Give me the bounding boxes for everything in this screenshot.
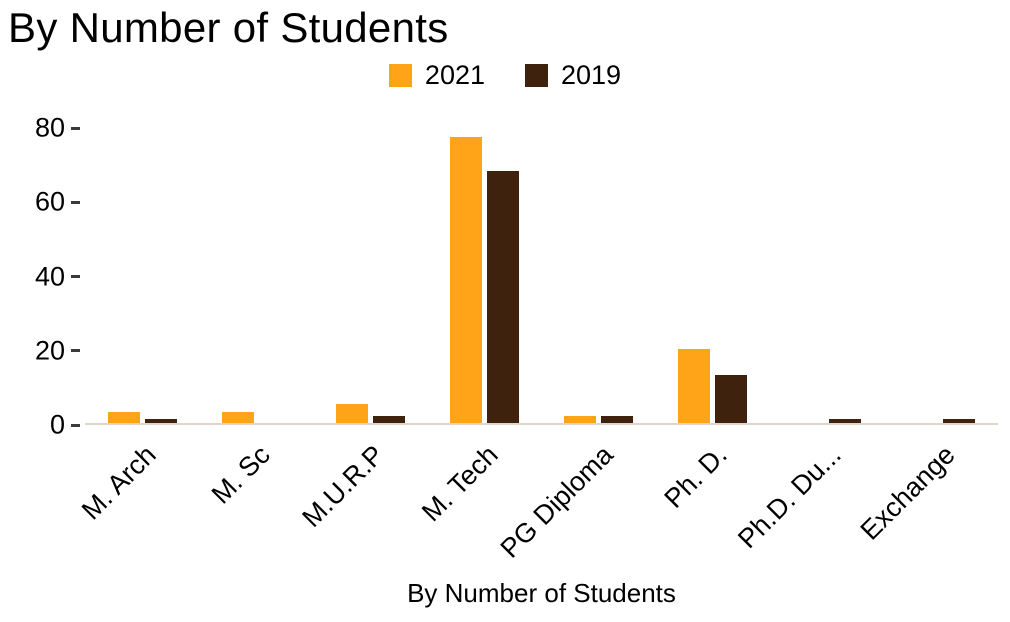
bar-2021 <box>678 348 711 423</box>
y-axis-tick-mark <box>71 349 80 353</box>
bar-2019 <box>486 170 519 423</box>
y-axis-tick-mark <box>71 423 80 427</box>
y-axis-tick-label: 60 <box>34 186 65 217</box>
bar-group <box>884 103 998 423</box>
bar-2021 <box>564 415 597 423</box>
bar-2021 <box>335 404 368 423</box>
bar-group <box>770 103 884 423</box>
x-axis-label: PG Diploma <box>494 439 619 564</box>
chart-title: By Number of Students <box>8 4 449 51</box>
bar-2019 <box>943 419 976 423</box>
bar-2021 <box>221 411 254 423</box>
y-axis-tick-label: 20 <box>34 335 65 366</box>
x-axis-label: M. Arch <box>75 439 162 526</box>
x-axis-label: M. Tech <box>416 439 505 528</box>
x-axis-labels: M. Arch M. Sc M.U.R.P M. Tech PG Diploma Ph. … <box>76 425 998 575</box>
bar-group <box>542 103 656 423</box>
legend-label: 2021 <box>424 60 485 90</box>
bar-2019 <box>715 374 748 423</box>
bar-2019 <box>829 419 862 423</box>
bar-group <box>427 103 541 423</box>
x-axis-label: Ph.D. Du... <box>732 439 847 555</box>
x-axis-label: Ph. D. <box>658 439 733 514</box>
bar-2021 <box>449 137 482 423</box>
legend-item-2019[interactable]: 2019 <box>525 60 621 91</box>
x-axis-label: M.U.R.P <box>296 439 391 533</box>
bar-2021 <box>107 411 140 423</box>
y-axis-tick-label: 40 <box>34 261 65 291</box>
bar-2019 <box>601 415 634 423</box>
legend-swatch <box>388 64 412 87</box>
x-axis-label: Exchange <box>854 439 961 546</box>
y-axis-tick-mark <box>71 126 80 130</box>
legend-swatch <box>525 64 548 87</box>
y-axis-tick-label: 0 <box>49 409 65 440</box>
y-axis-tick-label: 80 <box>34 112 65 143</box>
x-axis-title: By Number of Students <box>407 578 676 608</box>
bar-2019 <box>144 419 177 423</box>
plot-area <box>85 103 998 425</box>
bar-group <box>656 103 770 423</box>
legend: 2021 2019 <box>0 60 1010 91</box>
bar-group <box>313 103 427 423</box>
legend-label: 2019 <box>561 60 622 90</box>
bar-group <box>199 103 313 423</box>
y-axis-tick-mark <box>71 200 80 204</box>
legend-item-2021[interactable]: 2021 <box>388 60 485 91</box>
bar-2019 <box>372 415 405 423</box>
bar-group <box>85 103 199 423</box>
chart-body: 0 20 40 60 80 <box>0 103 1010 438</box>
y-axis: 0 20 40 60 80 <box>0 103 85 438</box>
y-axis-tick-mark <box>71 275 80 278</box>
x-axis-label: M. Sc <box>205 439 276 510</box>
